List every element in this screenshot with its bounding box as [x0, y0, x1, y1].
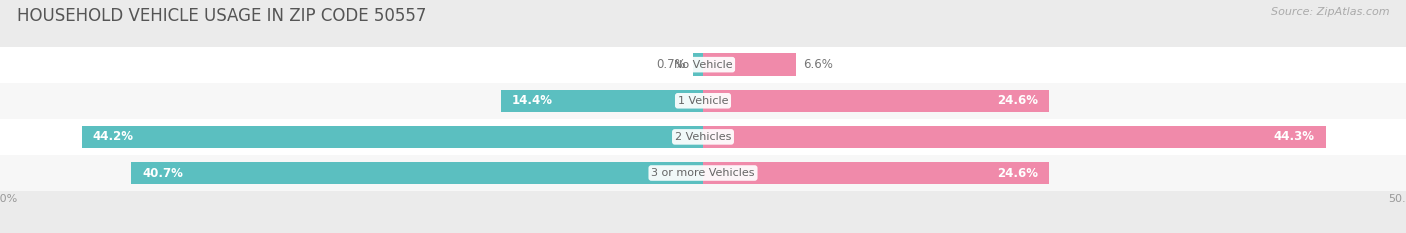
Text: Source: ZipAtlas.com: Source: ZipAtlas.com	[1271, 7, 1389, 17]
Text: 24.6%: 24.6%	[997, 94, 1038, 107]
Text: 40.7%: 40.7%	[142, 167, 183, 179]
Text: 0.7%: 0.7%	[657, 58, 686, 71]
Text: 3 or more Vehicles: 3 or more Vehicles	[651, 168, 755, 178]
Bar	[0, 119, 1406, 155]
Text: 2 Vehicles: 2 Vehicles	[675, 132, 731, 142]
Bar	[131, 162, 703, 184]
Text: 6.6%: 6.6%	[803, 58, 832, 71]
Bar	[703, 126, 1326, 148]
Text: HOUSEHOLD VEHICLE USAGE IN ZIP CODE 50557: HOUSEHOLD VEHICLE USAGE IN ZIP CODE 5055…	[17, 7, 426, 25]
Text: 24.6%: 24.6%	[997, 167, 1038, 179]
Bar	[82, 126, 703, 148]
Bar	[0, 155, 1406, 191]
Bar	[0, 47, 1406, 83]
Bar	[693, 53, 703, 76]
Text: 14.4%: 14.4%	[512, 94, 553, 107]
Text: No Vehicle: No Vehicle	[673, 60, 733, 70]
Text: 44.3%: 44.3%	[1274, 130, 1315, 143]
Bar	[703, 53, 796, 76]
Text: 44.2%: 44.2%	[93, 130, 134, 143]
Text: 1 Vehicle: 1 Vehicle	[678, 96, 728, 106]
Bar	[703, 89, 1049, 112]
Bar	[501, 89, 703, 112]
Bar	[0, 83, 1406, 119]
Bar	[703, 162, 1049, 184]
